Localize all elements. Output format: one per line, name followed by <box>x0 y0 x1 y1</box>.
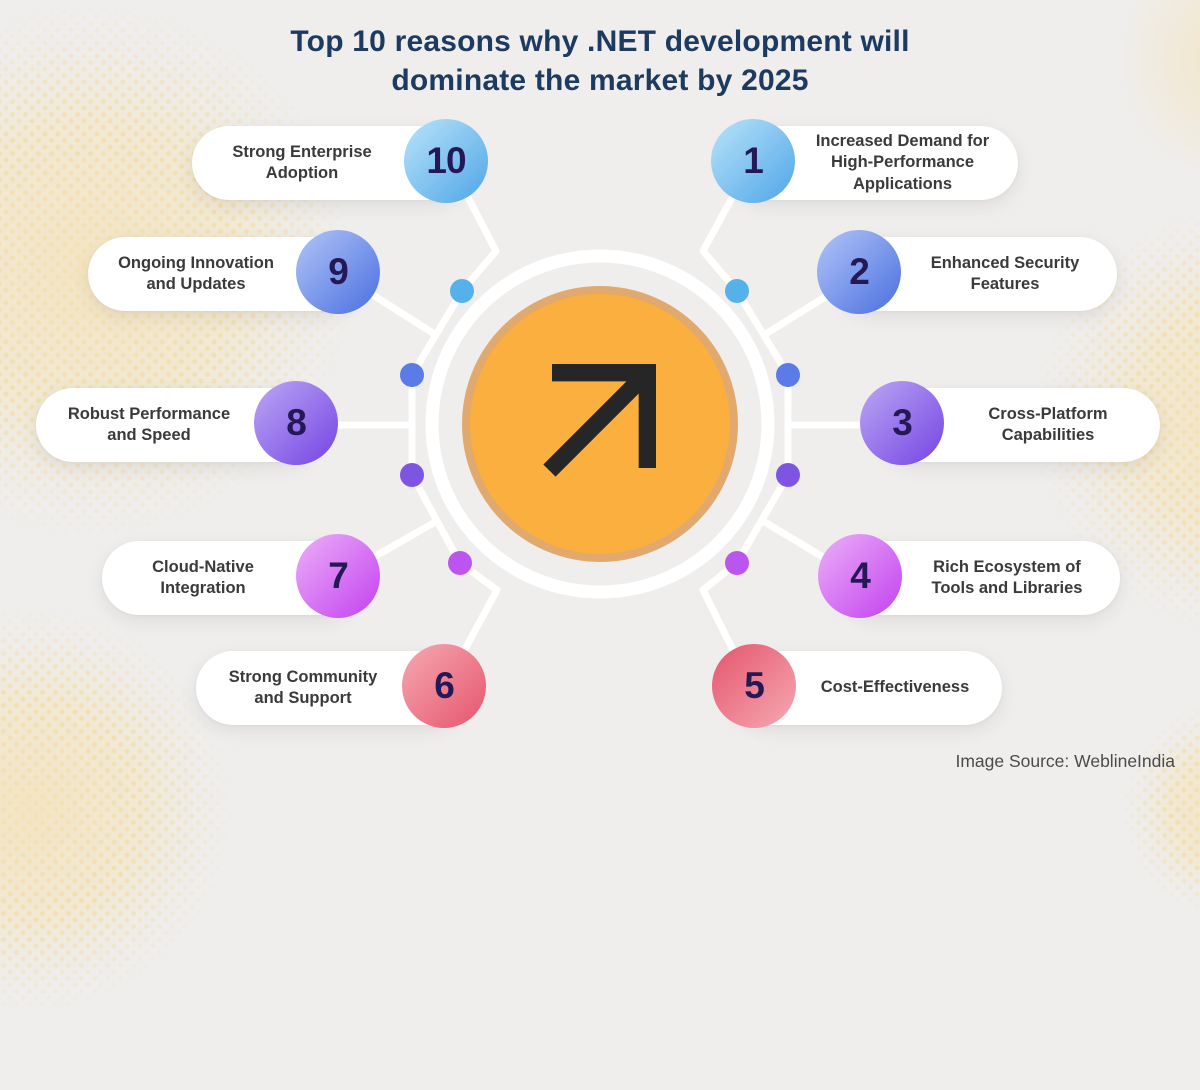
reason-number-badge: 9 <box>296 230 380 314</box>
reason-label: Strong Enterprise Adoption <box>232 142 372 182</box>
reason-label: Increased Demand for High-Performance Ap… <box>815 131 990 193</box>
connector-dots <box>400 279 800 575</box>
reason-pill-5: 5 Cost-Effectiveness <box>712 644 1002 728</box>
reason-pill-4: 4 Rich Ecosystem of Tools and Libraries <box>818 534 1120 618</box>
title-line-1: Top 10 reasons why .NET development will <box>290 25 910 58</box>
reason-number: 8 <box>286 402 307 443</box>
reason-pill-10: Strong Enterprise Adoption 10 <box>192 119 488 203</box>
reason-pill-8: Robust Performance and Speed 8 <box>36 381 338 465</box>
reason-number-badge: 10 <box>404 119 488 203</box>
reason-number: 9 <box>328 251 349 292</box>
center-ring <box>425 249 775 599</box>
connector-dot <box>776 363 800 387</box>
reason-number-badge: 6 <box>402 644 486 728</box>
center-circle <box>462 286 738 562</box>
connector-dot <box>448 551 472 575</box>
reason-number: 10 <box>426 140 466 181</box>
connector-dot <box>725 551 749 575</box>
reason-number: 7 <box>328 555 349 596</box>
reason-pill-9: Ongoing Innovation and Updates 9 <box>88 230 380 314</box>
reason-number-badge: 8 <box>254 381 338 465</box>
image-source-credit: Image Source: WeblineIndia <box>955 751 1175 771</box>
reason-pill-2: 2 Enhanced Security Features <box>817 230 1117 314</box>
reason-number: 4 <box>850 555 871 596</box>
reason-pill-6: Strong Community and Support 6 <box>196 644 486 728</box>
connector-dot <box>400 363 424 387</box>
reason-number-badge: 7 <box>296 534 380 618</box>
growth-arrow-icon <box>543 364 656 477</box>
reason-number: 5 <box>744 665 765 706</box>
reason-label: Cost-Effectiveness <box>820 678 970 697</box>
reason-number: 1 <box>743 140 764 181</box>
page-title: Top 10 reasons why .NET development will… <box>0 22 1200 100</box>
title-line-2: dominate the market by 2025 <box>391 64 809 97</box>
reason-pill-1: 1 Increased Demand for High-Performance … <box>711 119 1018 203</box>
connector-dot <box>450 279 474 303</box>
connector-dot <box>725 279 749 303</box>
reason-number-badge: 2 <box>817 230 901 314</box>
reason-label: Cross-Platform Capabilities <box>988 404 1108 444</box>
connector-dot <box>776 463 800 487</box>
reason-number: 2 <box>849 251 870 292</box>
reason-label: Rich Ecosystem of Tools and Libraries <box>931 557 1083 597</box>
reason-label: Ongoing Innovation and Updates <box>118 253 274 293</box>
reason-label: Strong Community and Support <box>228 667 378 707</box>
connector-network <box>294 159 904 692</box>
reason-number-badge: 3 <box>860 381 944 465</box>
reason-number-badge: 5 <box>712 644 796 728</box>
reason-number-badge: 4 <box>818 534 902 618</box>
reason-number-badge: 1 <box>711 119 795 203</box>
reason-number: 6 <box>434 665 455 706</box>
connector-dot <box>400 463 424 487</box>
reason-pill-3: 3 Cross-Platform Capabilities <box>860 381 1160 465</box>
reason-label: Enhanced Security Features <box>930 253 1080 293</box>
reason-number: 3 <box>892 402 913 443</box>
reason-pill-7: Cloud-Native Integration 7 <box>102 534 380 618</box>
reason-label: Robust Performance and Speed <box>67 404 231 444</box>
reason-label: Cloud-Native Integration <box>152 557 254 597</box>
